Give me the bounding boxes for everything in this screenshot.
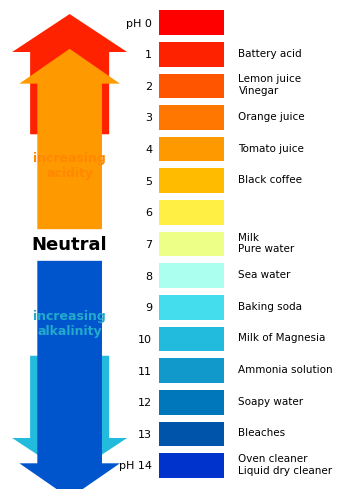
Polygon shape	[19, 261, 120, 490]
FancyBboxPatch shape	[159, 295, 224, 319]
Text: 1: 1	[145, 50, 152, 60]
Text: Battery acid: Battery acid	[239, 49, 302, 59]
FancyBboxPatch shape	[159, 263, 224, 288]
Text: Black coffee: Black coffee	[239, 175, 303, 185]
FancyBboxPatch shape	[159, 74, 224, 98]
FancyBboxPatch shape	[159, 390, 224, 415]
FancyBboxPatch shape	[159, 327, 224, 351]
Text: 13: 13	[138, 430, 152, 440]
FancyBboxPatch shape	[159, 200, 224, 225]
Text: 12: 12	[138, 398, 152, 408]
Polygon shape	[12, 356, 127, 476]
FancyBboxPatch shape	[159, 10, 224, 35]
FancyBboxPatch shape	[159, 169, 224, 193]
Text: 11: 11	[138, 367, 152, 376]
Text: pH 0: pH 0	[126, 19, 152, 28]
FancyBboxPatch shape	[159, 232, 224, 256]
Text: 5: 5	[145, 177, 152, 187]
Text: Lemon juice
Vinegar: Lemon juice Vinegar	[239, 74, 302, 96]
Polygon shape	[12, 14, 127, 134]
Text: Ammonia solution: Ammonia solution	[239, 365, 333, 375]
Text: pH 14: pH 14	[119, 462, 152, 471]
Text: Milk of Magnesia: Milk of Magnesia	[239, 333, 326, 343]
Text: Bleaches: Bleaches	[239, 428, 286, 438]
FancyBboxPatch shape	[159, 421, 224, 446]
Text: 8: 8	[145, 271, 152, 282]
Text: Tomato juice: Tomato juice	[239, 144, 304, 153]
Text: 7: 7	[145, 240, 152, 250]
Text: increasing
acidity: increasing acidity	[33, 152, 106, 180]
Polygon shape	[19, 49, 120, 229]
Text: 3: 3	[145, 114, 152, 123]
Text: Baking soda: Baking soda	[239, 302, 303, 312]
FancyBboxPatch shape	[159, 358, 224, 383]
Text: Milk
Pure water: Milk Pure water	[239, 233, 295, 254]
Text: 9: 9	[145, 303, 152, 313]
Text: Neutral: Neutral	[32, 236, 108, 254]
FancyBboxPatch shape	[159, 453, 224, 478]
Text: Oven cleaner
Liquid dry cleaner: Oven cleaner Liquid dry cleaner	[239, 454, 333, 476]
FancyBboxPatch shape	[159, 42, 224, 67]
Text: Soapy water: Soapy water	[239, 396, 304, 407]
Text: 2: 2	[145, 82, 152, 92]
Text: increasing
alkalinity: increasing alkalinity	[33, 310, 106, 338]
Text: 4: 4	[145, 145, 152, 155]
Text: 6: 6	[145, 208, 152, 219]
FancyBboxPatch shape	[159, 137, 224, 162]
Text: Sea water: Sea water	[239, 270, 291, 280]
Text: 10: 10	[138, 335, 152, 345]
FancyBboxPatch shape	[159, 105, 224, 130]
Text: Orange juice: Orange juice	[239, 112, 305, 122]
